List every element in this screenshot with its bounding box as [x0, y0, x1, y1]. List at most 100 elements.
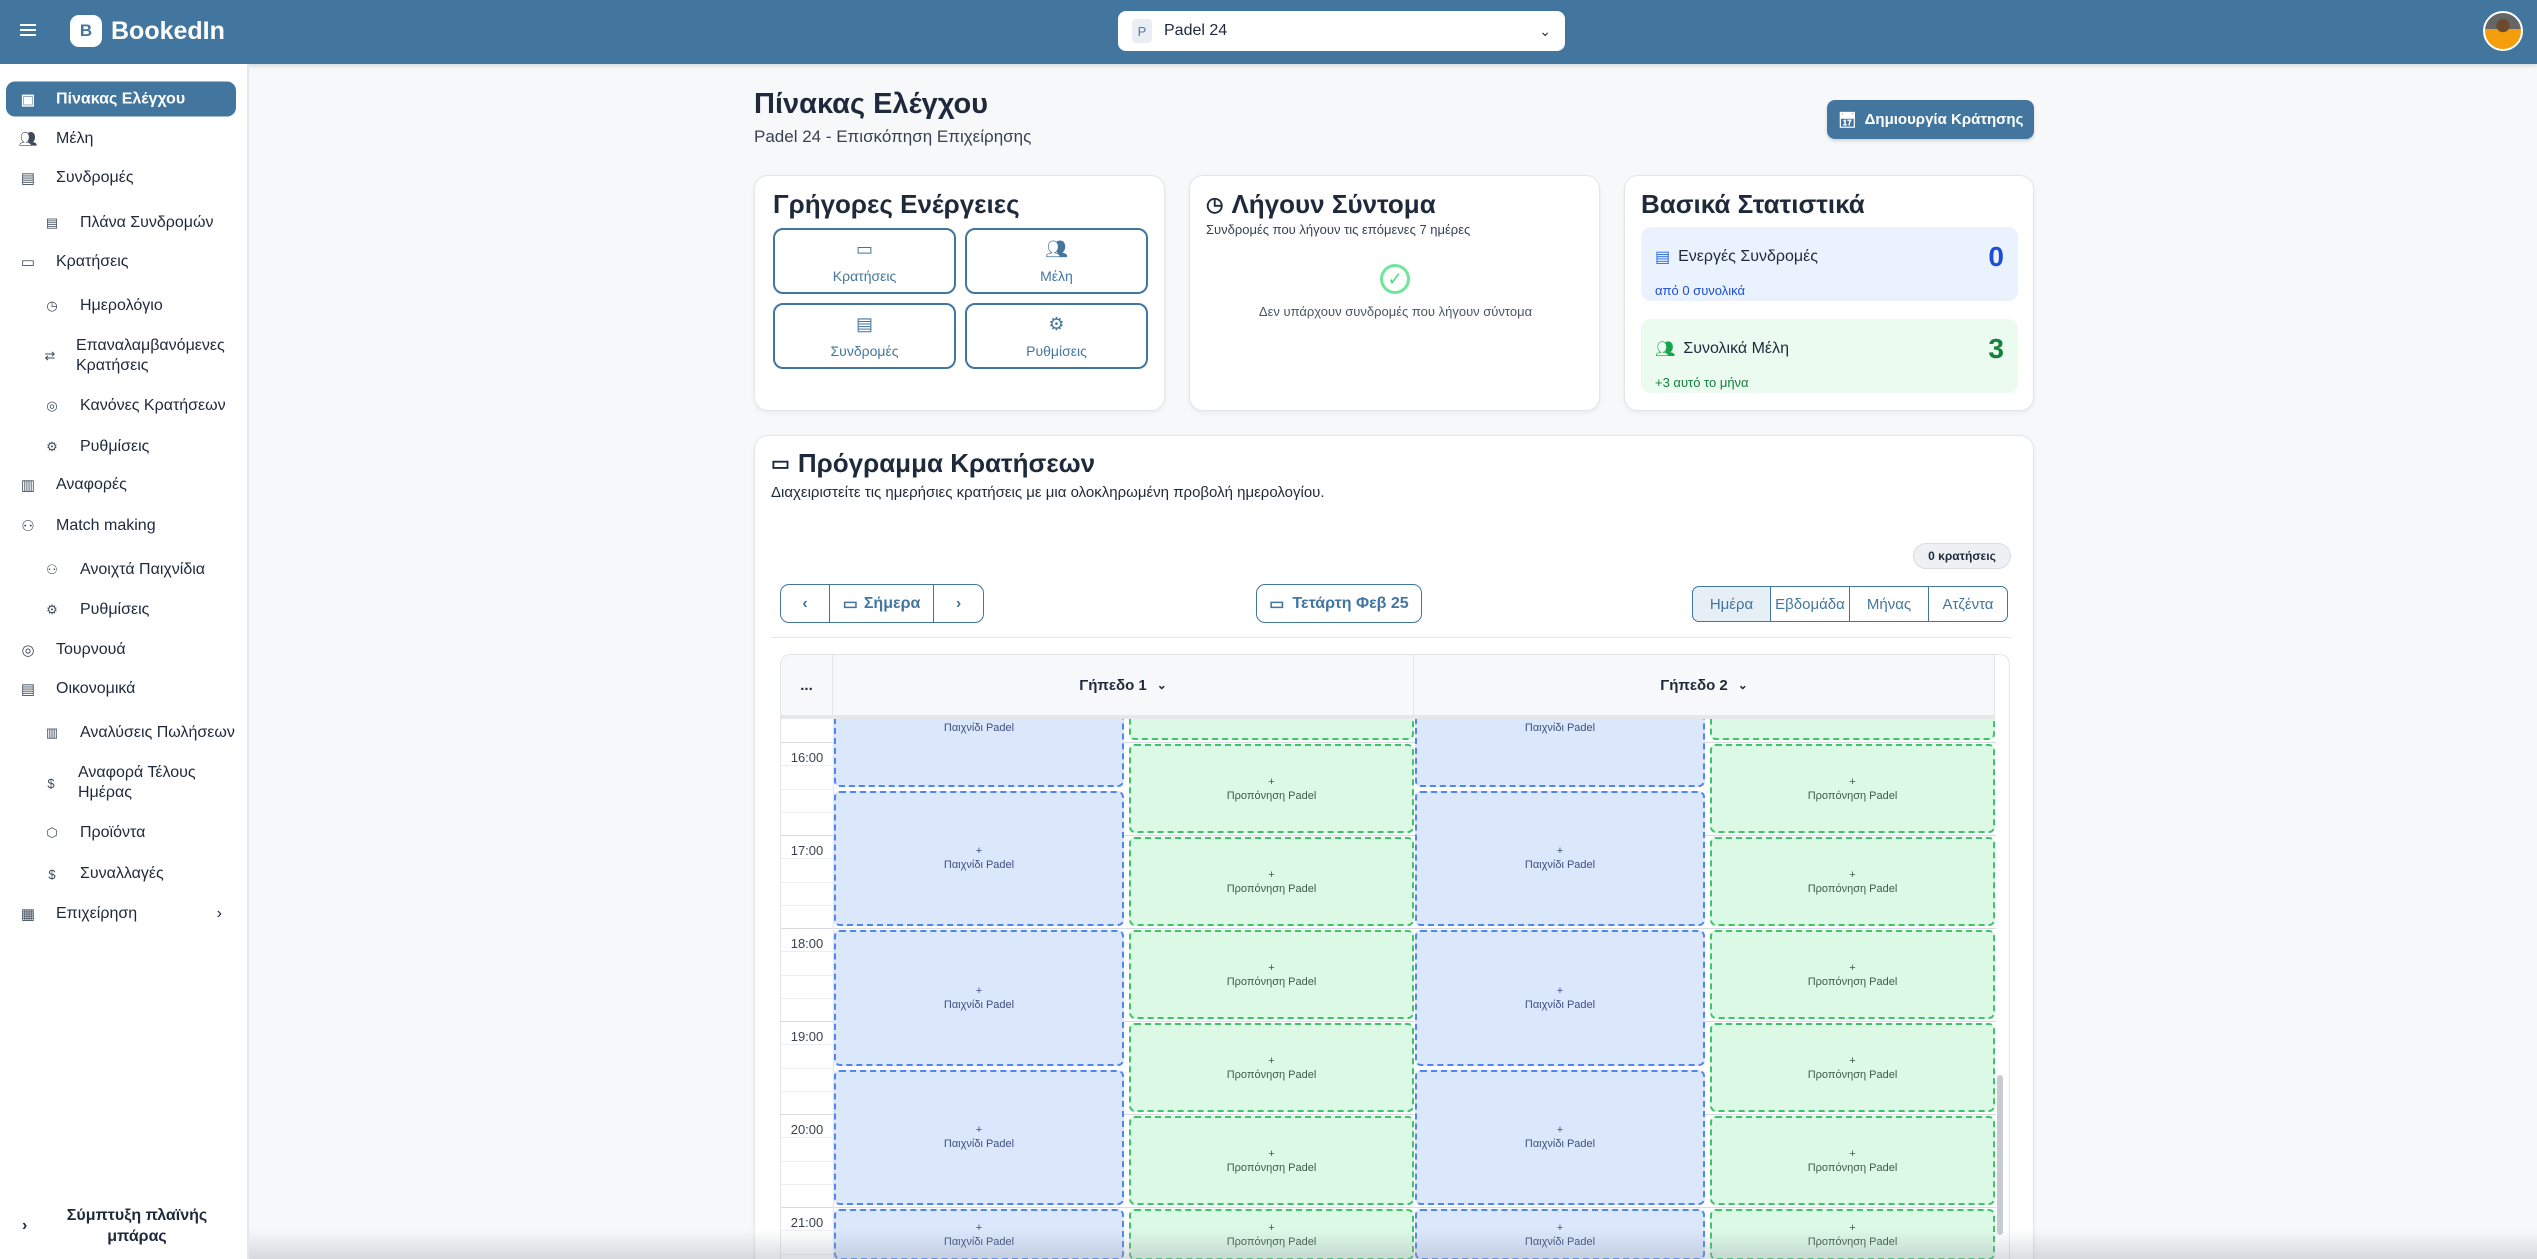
training-slot[interactable]: +Προπόνηση Padel [1710, 837, 1995, 926]
training-slot[interactable]: +Προπόνηση Padel [1129, 930, 1414, 1019]
more-button[interactable]: ... [781, 655, 833, 719]
sidebar-item-10[interactable]: ⚇ Match making [6, 516, 236, 536]
users-icon: 👥︎ [1655, 341, 1676, 358]
group-icon: ⚇ [46, 562, 58, 577]
sidebar-item-19[interactable]: ▦ Επιχείρηση › [6, 904, 236, 924]
game-slot[interactable]: +Παιχνίδι Padel [834, 1209, 1124, 1259]
gear-icon: ⚙ [46, 439, 58, 454]
sidebar-item-3[interactable]: ▤ Πλάνα Συνδρομών [6, 213, 236, 233]
time-label: 20:00 [790, 1122, 824, 1137]
receipt-icon: $ [47, 775, 55, 791]
game-slot[interactable]: +Παιχνίδι Padel [1415, 1069, 1705, 1205]
grid-line [781, 974, 833, 976]
collapse-sidebar-button[interactable]: › Σύμπτυξη πλαϊνής μπάρας [0, 1205, 249, 1247]
training-slot[interactable]: +Προπόνηση Padel [1129, 1023, 1414, 1112]
quick-action-members[interactable]: 👥︎ Μέλη [965, 228, 1148, 294]
calendar-plus-icon: 📅︎ [1837, 111, 1857, 129]
game-slot[interactable]: +Παιχνίδι Padel [834, 930, 1124, 1066]
game-slot[interactable]: +Παιχνίδι Padel [834, 1069, 1124, 1205]
sidebar-item-1[interactable]: 👥︎ Μέλη [6, 129, 236, 149]
quick-action-bookings[interactable]: ▭ Κρατήσεις [773, 228, 956, 294]
sidebar-item-11[interactable]: ⚇ Ανοιχτά Παιχνίδια [6, 560, 236, 580]
sidebar-item-9[interactable]: ▥ Αναφορές [6, 475, 236, 495]
create-booking-button[interactable]: 📅︎ Δημιουργία Κράτησης [1827, 100, 2034, 139]
sidebar-item-2[interactable]: ▤ Συνδρομές [6, 168, 236, 188]
view-switcher: Ημέρα Εβδομάδα Μήνας Ατζέντα [1692, 586, 2008, 622]
slot-label: Προπόνηση Padel [1227, 1235, 1317, 1249]
plus-icon: + [975, 1221, 983, 1234]
sidebar-item-14[interactable]: ▤ Οικονομικά [6, 679, 236, 699]
calendar-icon: ▭ [855, 238, 873, 259]
quick-actions-title: Γρήγορες Ενέργειες [773, 189, 1020, 219]
total-members-stat: 👥︎ Συνολικά Μέλη 3 +3 αυτό το μήνα [1641, 319, 2018, 393]
game-slot[interactable]: +Παιχνίδι Padel [1415, 790, 1705, 926]
expiring-card: ◷ Λήγουν Σύντομα Συνδρομές που λήγουν τις… [1189, 175, 1600, 411]
sidebar-item-label: Συναλλαγές [80, 865, 164, 882]
grid-line [781, 1207, 1996, 1208]
avatar[interactable] [2483, 11, 2523, 51]
time-label: 19:00 [790, 1029, 824, 1044]
users-icon: 👥︎ [18, 131, 38, 148]
sidebar-item-16[interactable]: $ Αναφορά Τέλους Ημέρας [6, 763, 236, 803]
date-label: Τετάρτη Φεβ 25 [1292, 594, 1409, 612]
sidebar-item-18[interactable]: $ Συναλλαγές [6, 864, 236, 884]
grid-line [781, 1021, 1996, 1022]
game-slot[interactable]: +Παιχνίδι Padel [1415, 930, 1705, 1066]
training-slot[interactable]: +Προπόνηση Padel [1710, 1023, 1995, 1112]
game-slot[interactable]: +Παιχνίδι Padel [834, 790, 1124, 926]
view-tab-0[interactable]: Ημέρα [1692, 586, 1771, 622]
slot-label: Προπόνηση Padel [1226, 882, 1317, 895]
training-slot[interactable]: +Προπόνηση Padel [1710, 930, 1995, 1019]
sidebar-item-7[interactable]: ◎ Κανόνες Κρατήσεων [6, 396, 236, 416]
users-icon: 👥︎ [1045, 238, 1068, 259]
gear-icon: ⚙ [46, 602, 58, 617]
slot-label: Παιχνίδι Padel [943, 721, 1015, 734]
sidebar-item-8[interactable]: ⚙ Ρυθμίσεις [6, 437, 236, 457]
sidebar-item-12[interactable]: ⚙ Ρυθμίσεις [6, 600, 236, 620]
training-slot[interactable]: +Προπόνηση Padel [1129, 837, 1414, 926]
slot-label: Παιχνίδι Padel [1525, 1235, 1595, 1249]
sidebar-item-label: Κανόνες Κρατήσεων [80, 397, 226, 414]
sidebar-item-6[interactable]: ⇄ Επαναλαμβανόμενες Κρατήσεις [6, 336, 236, 376]
sidebar-item-13[interactable]: ◎ Τουρνουά [6, 640, 236, 660]
receipt-icon: $ [48, 866, 56, 882]
court-header-0[interactable]: Γήπεδο 1 ⌄ [833, 655, 1414, 719]
view-tab-2[interactable]: Μήνας [1850, 586, 1929, 622]
court-header-1[interactable]: Γήπεδο 2 ⌄ [1414, 655, 1995, 719]
plus-icon: + [1849, 775, 1856, 788]
training-slot[interactable]: +Προπόνηση Padel [1710, 1116, 1995, 1205]
date-picker-button[interactable]: ▭ Τετάρτη Φεβ 25 [1256, 584, 1422, 623]
sidebar-item-17[interactable]: ⬡ Προϊόντα [6, 823, 236, 843]
slot-label: Παιχνίδι Padel [943, 998, 1015, 1011]
slot-label: Προπόνηση Padel [1226, 975, 1317, 988]
grid-line [781, 1183, 833, 1185]
today-button[interactable]: ▭ Σήμερα [830, 584, 934, 623]
game-slot[interactable]: +Παιχνίδι Padel [1415, 1209, 1705, 1259]
training-slot[interactable]: +Προπόνηση Padel [1129, 1116, 1414, 1205]
prev-day-button[interactable]: ‹ [780, 584, 830, 623]
credit-card-icon: ▤ [20, 170, 36, 187]
sidebar-item-5[interactable]: ◷ Ημερολόγιο [6, 296, 236, 316]
view-tab-3[interactable]: Ατζέντα [1929, 586, 2008, 622]
slot-label: Προπόνηση Padel [1808, 1235, 1898, 1249]
page-title: Πίνακας Ελέγχου [754, 88, 989, 120]
view-tab-1[interactable]: Εβδομάδα [1771, 586, 1850, 622]
bottom-shadow [249, 1230, 2537, 1259]
court-name: Γήπεδο 1 [1079, 676, 1147, 694]
sidebar-item-label: Προϊόντα [80, 824, 146, 841]
business-select[interactable]: P Padel 24 ⌄ [1118, 11, 1565, 51]
quick-action-settings[interactable]: ⚙ Ρυθμίσεις [965, 303, 1148, 369]
sidebar-item-15[interactable]: ▥ Αναλύσεις Πωλήσεων [6, 723, 236, 743]
schedule-description: Διαχειριστείτε τις ημερήσιες κρατήσεις μ… [771, 484, 1325, 501]
quick-action-subscriptions[interactable]: ▤ Συνδρομές [773, 303, 956, 369]
scrollbar[interactable] [1997, 1075, 2003, 1235]
divider [771, 637, 2011, 638]
hamburger-icon[interactable] [20, 24, 36, 36]
training-slot[interactable]: +Προπόνηση Padel [1129, 1209, 1414, 1259]
training-slot[interactable]: +Προπόνηση Padel [1710, 744, 1995, 833]
sidebar-item-4[interactable]: ▭ Κρατήσεις [6, 252, 236, 272]
sidebar-item-0[interactable]: ▣ Πίνακας Ελέγχου [6, 81, 236, 117]
training-slot[interactable]: +Προπόνηση Padel [1129, 744, 1414, 833]
next-day-button[interactable]: › [934, 584, 984, 623]
sidebar-item-label: Πλάνα Συνδρομών [80, 214, 214, 231]
